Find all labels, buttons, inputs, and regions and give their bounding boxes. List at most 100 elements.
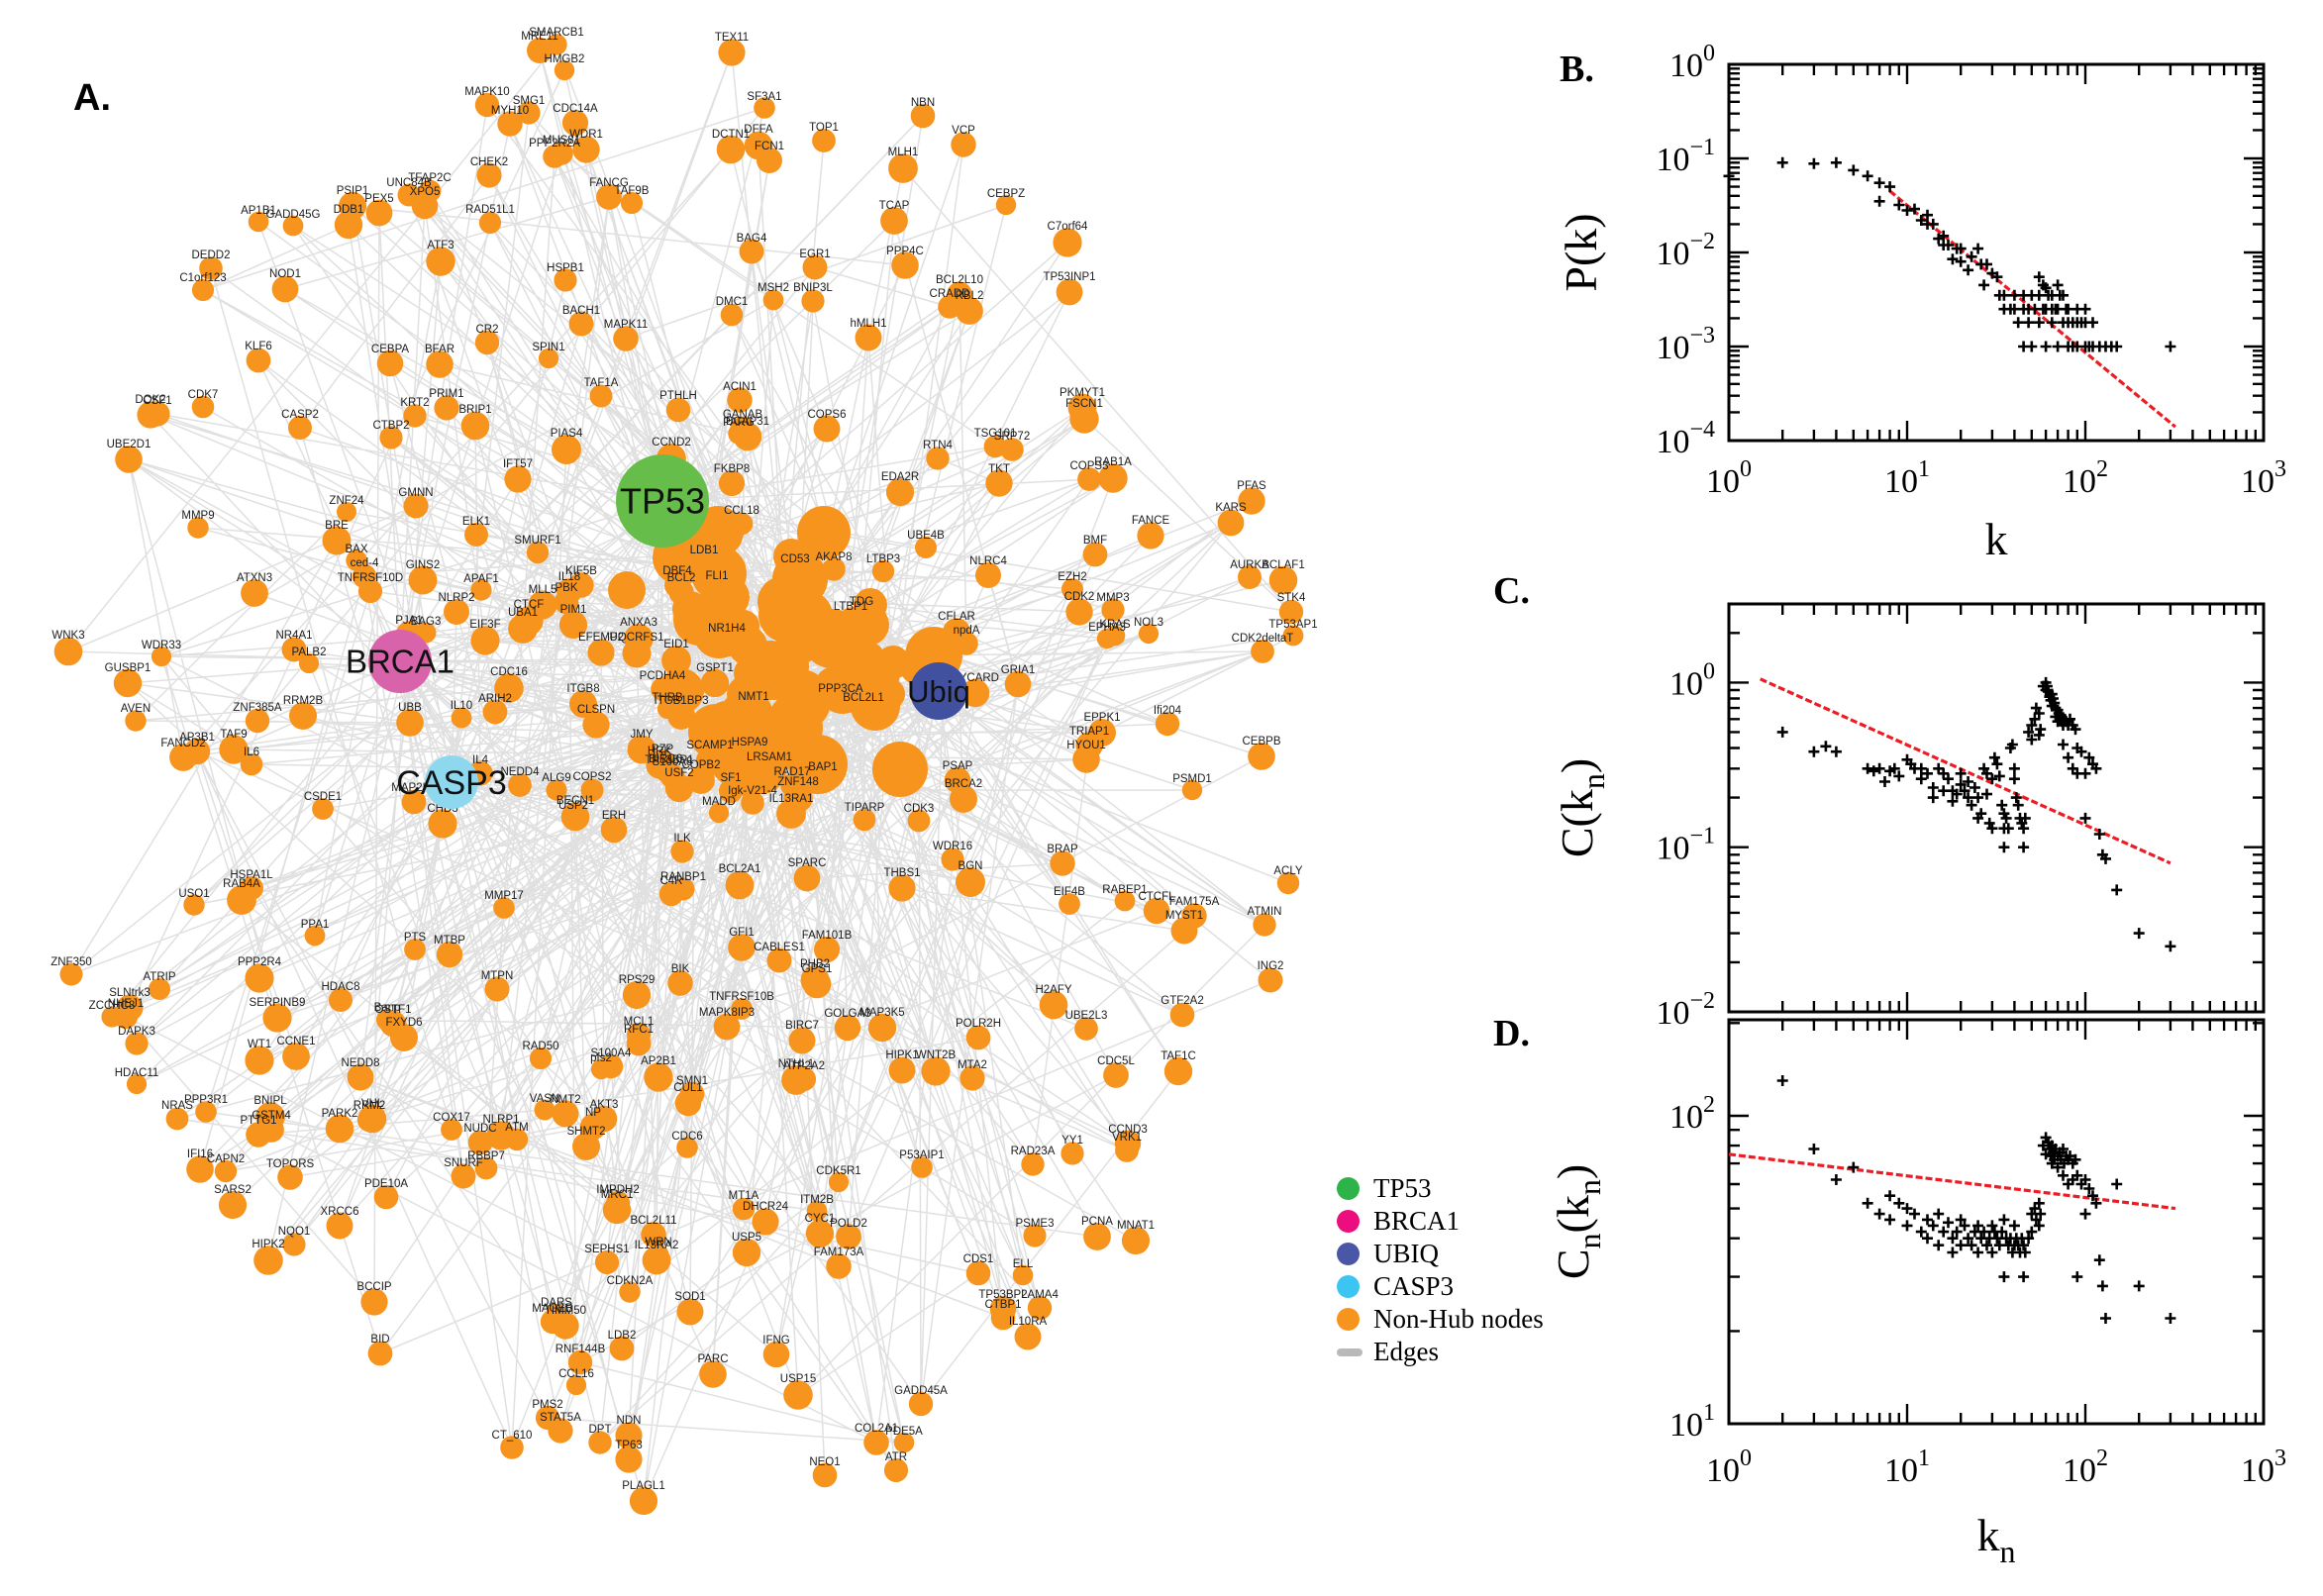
svg-text:TSG101: TSG101 — [974, 428, 1017, 440]
svg-text:CDC16: CDC16 — [490, 666, 528, 678]
svg-text:UNC84B: UNC84B — [386, 177, 432, 189]
svg-text:S100A8: S100A8 — [653, 756, 693, 768]
svg-text:FAM175A: FAM175A — [1169, 896, 1220, 908]
svg-text:10−2: 10−2 — [1656, 988, 1715, 1032]
brca1-swatch-icon — [1337, 1210, 1360, 1233]
svg-text:XRCC6: XRCC6 — [321, 1206, 359, 1218]
svg-text:TFAP2C: TFAP2C — [408, 172, 451, 184]
svg-text:ZNF24: ZNF24 — [329, 495, 364, 507]
legend-item-nonhub: Non-Hub nodes — [1337, 1303, 1544, 1336]
scatter-points-c — [1776, 676, 2176, 952]
svg-text:ITGB8: ITGB8 — [566, 683, 599, 695]
svg-text:POLD2: POLD2 — [830, 1218, 867, 1230]
svg-text:CEBPA: CEBPA — [371, 344, 409, 355]
svg-text:NDN: NDN — [617, 1415, 642, 1427]
svg-text:GFI1: GFI1 — [729, 927, 755, 939]
fit-line-b — [1888, 189, 2176, 429]
legend-item-label: TP53 — [1373, 1173, 1432, 1203]
svg-text:CCND2: CCND2 — [652, 437, 691, 449]
svg-text:CDC6: CDC6 — [671, 1131, 702, 1143]
svg-text:IFT57: IFT57 — [503, 458, 533, 470]
svg-text:BMF: BMF — [1083, 535, 1107, 547]
nonhub-swatch-icon — [1337, 1308, 1360, 1331]
fit-line-d — [1728, 1152, 2176, 1211]
svg-text:PKMYT1: PKMYT1 — [1060, 387, 1105, 399]
svg-text:BAG3: BAG3 — [411, 616, 442, 628]
svg-text:PPP3CA: PPP3CA — [818, 683, 863, 695]
svg-text:CSDE1: CSDE1 — [304, 791, 342, 803]
svg-text:ZCCHC8: ZCCHC8 — [89, 1000, 136, 1012]
svg-text:WRN: WRN — [645, 1237, 671, 1248]
svg-text:GADD45G: GADD45G — [266, 209, 321, 221]
svg-text:CLSPN: CLSPN — [577, 704, 615, 716]
svg-text:RANBP1: RANBP1 — [660, 871, 706, 883]
svg-text:AKT3: AKT3 — [590, 1099, 619, 1111]
svg-text:TOPORS: TOPORS — [266, 1158, 315, 1170]
svg-text:BIK: BIK — [671, 963, 690, 975]
svg-text:FLI1: FLI1 — [705, 570, 728, 582]
svg-text:EPPK1: EPPK1 — [1083, 712, 1120, 724]
svg-text:WDR1: WDR1 — [569, 129, 603, 141]
svg-text:TKT: TKT — [988, 463, 1010, 475]
svg-text:SMG1: SMG1 — [513, 95, 546, 107]
svg-text:ERH: ERH — [602, 810, 626, 822]
svg-text:PPA1: PPA1 — [301, 919, 330, 931]
svg-text:P53AIP1: P53AIP1 — [899, 1149, 944, 1161]
svg-text:GSTM4: GSTM4 — [252, 1110, 291, 1122]
svg-text:MMP17: MMP17 — [484, 890, 524, 902]
svg-text:ATF3: ATF3 — [427, 240, 454, 251]
svg-text:TDG: TDG — [850, 596, 873, 608]
svg-text:ZNF148: ZNF148 — [777, 776, 819, 788]
svg-text:LTBP1: LTBP1 — [834, 601, 867, 613]
svg-text:PIAS4: PIAS4 — [551, 428, 583, 440]
svg-text:DOK2: DOK2 — [135, 394, 165, 406]
svg-text:PALB2: PALB2 — [292, 647, 327, 658]
svg-text:AURKA: AURKA — [1230, 559, 1269, 571]
svg-text:IFI16: IFI16 — [187, 1148, 213, 1160]
svg-text:PRIM1: PRIM1 — [429, 388, 463, 400]
fit-line-c — [1760, 677, 2172, 865]
svg-text:GMNN: GMNN — [398, 487, 433, 499]
svg-text:EZH2: EZH2 — [1058, 571, 1086, 583]
svg-text:102: 102 — [2063, 456, 2108, 500]
svg-text:TAF9: TAF9 — [220, 729, 247, 741]
legend-item-label: Non-Hub nodes — [1373, 1304, 1544, 1334]
svg-text:CFLAR: CFLAR — [938, 611, 975, 623]
svg-text:100: 100 — [1669, 658, 1715, 702]
svg-text:TNFRSF10D: TNFRSF10D — [338, 572, 403, 584]
hub-label-ubiq: Ubiq — [907, 674, 970, 709]
svg-text:RPS29: RPS29 — [619, 974, 655, 986]
svg-text:BID: BID — [370, 1334, 389, 1346]
svg-text:ATXN3: ATXN3 — [237, 572, 272, 584]
svg-text:RAD23A: RAD23A — [1011, 1146, 1056, 1157]
svg-text:COX17: COX17 — [433, 1112, 470, 1124]
svg-text:SLNtrk3: SLNtrk3 — [109, 987, 151, 999]
svg-text:10−4: 10−4 — [1656, 417, 1715, 460]
svg-text:DCTN1: DCTN1 — [712, 129, 750, 141]
svg-text:LDB2: LDB2 — [608, 1330, 637, 1342]
svg-text:CDK5R1: CDK5R1 — [816, 1165, 860, 1177]
svg-text:SF3A1: SF3A1 — [747, 91, 781, 103]
svg-text:C4R: C4R — [659, 875, 682, 887]
svg-text:BRIP1: BRIP1 — [458, 404, 491, 416]
svg-text:BCL2L10: BCL2L10 — [936, 274, 983, 286]
ylabel-c: C(kn​) — [1552, 758, 1611, 857]
svg-text:ATP2A2: ATP2A2 — [783, 1060, 825, 1072]
svg-text:CDC5L: CDC5L — [1097, 1055, 1135, 1067]
svg-text:RFC1: RFC1 — [624, 1024, 654, 1036]
svg-text:MTBP: MTBP — [434, 935, 465, 947]
svg-text:EFEMP2: EFEMP2 — [578, 632, 624, 644]
svg-text:PBK: PBK — [555, 582, 577, 594]
svg-text:ATR: ATR — [885, 1451, 907, 1463]
svg-text:BCLAF1: BCLAF1 — [1262, 559, 1304, 571]
svg-text:MRC1: MRC1 — [601, 1189, 634, 1201]
svg-text:LTBP3: LTBP3 — [866, 553, 900, 565]
svg-text:AVEN: AVEN — [121, 703, 151, 715]
plot-b: 100 101 102 103 100 10−1 10−2 10−3 10−4 k P(k) — [1556, 41, 2286, 564]
svg-text:CDK2deltaT: CDK2deltaT — [1232, 633, 1294, 645]
svg-text:USP5: USP5 — [732, 1232, 761, 1244]
svg-text:TP53BP1: TP53BP1 — [645, 754, 693, 766]
hub-node-tp53 — [616, 454, 709, 548]
svg-text:CASP2: CASP2 — [281, 409, 319, 421]
